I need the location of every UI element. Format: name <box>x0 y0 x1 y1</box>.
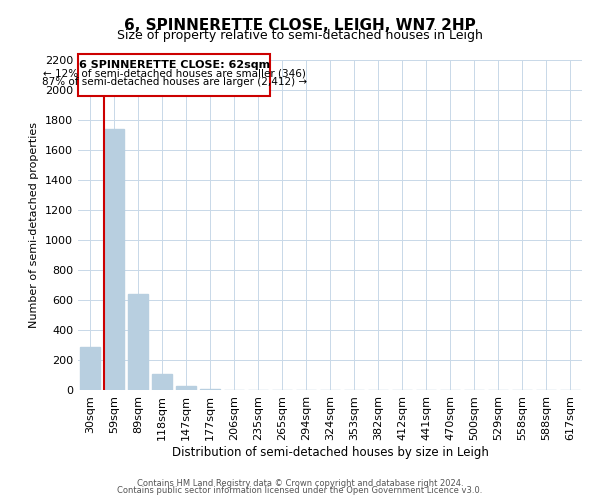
X-axis label: Distribution of semi-detached houses by size in Leigh: Distribution of semi-detached houses by … <box>172 446 488 458</box>
Bar <box>104 129 124 390</box>
Text: ← 12% of semi-detached houses are smaller (346): ← 12% of semi-detached houses are smalle… <box>43 69 305 79</box>
Text: 87% of semi-detached houses are larger (2,412) →: 87% of semi-detached houses are larger (… <box>41 77 307 87</box>
Bar <box>80 346 100 390</box>
FancyBboxPatch shape <box>79 54 270 96</box>
Bar <box>152 374 172 390</box>
Text: Contains public sector information licensed under the Open Government Licence v3: Contains public sector information licen… <box>118 486 482 495</box>
Bar <box>200 389 220 390</box>
Y-axis label: Number of semi-detached properties: Number of semi-detached properties <box>29 122 40 328</box>
Text: 6 SPINNERETTE CLOSE: 62sqm: 6 SPINNERETTE CLOSE: 62sqm <box>79 60 270 70</box>
Bar <box>176 386 196 390</box>
Bar <box>128 294 148 390</box>
Text: Contains HM Land Registry data © Crown copyright and database right 2024.: Contains HM Land Registry data © Crown c… <box>137 478 463 488</box>
Text: Size of property relative to semi-detached houses in Leigh: Size of property relative to semi-detach… <box>117 29 483 42</box>
Text: 6, SPINNERETTE CLOSE, LEIGH, WN7 2HP: 6, SPINNERETTE CLOSE, LEIGH, WN7 2HP <box>124 18 476 32</box>
